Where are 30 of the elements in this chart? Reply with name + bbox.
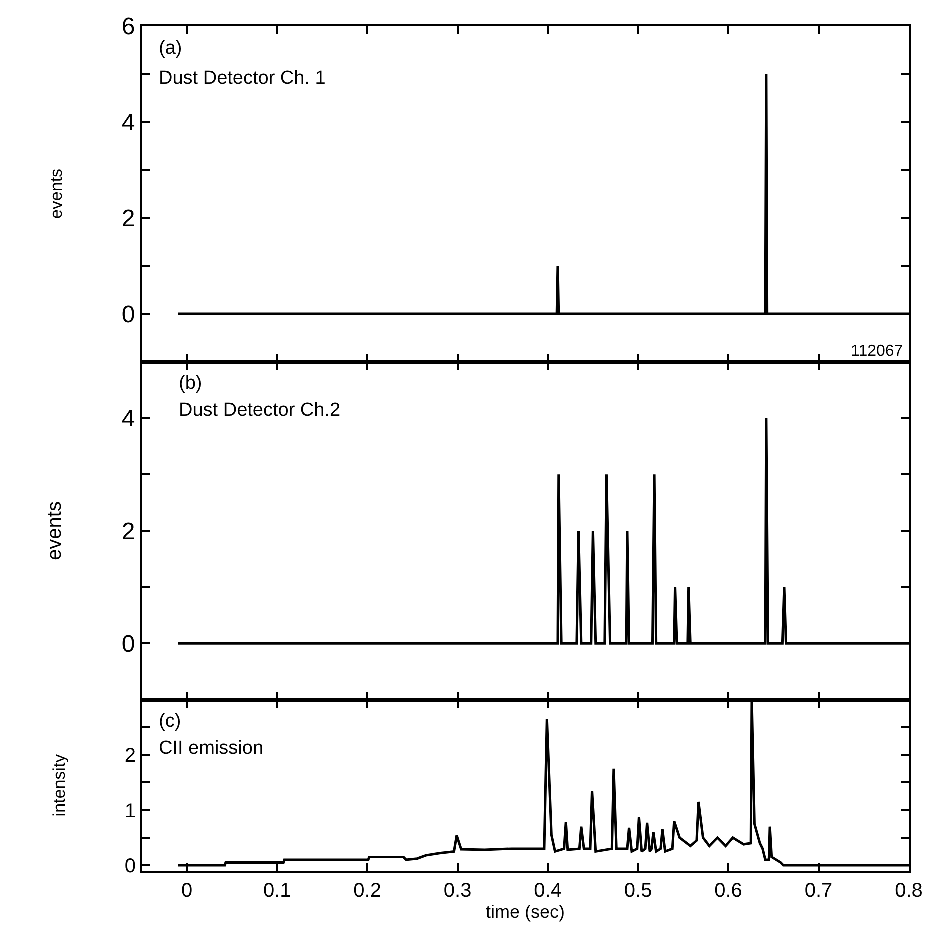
x-tick-label: 0.3 <box>444 880 472 902</box>
annotation: CII emission <box>159 738 264 759</box>
y-tick-label: 2 <box>122 518 136 546</box>
y-tick-label: 4 <box>122 109 136 136</box>
y-tick-label: 0 <box>124 855 136 878</box>
y-tick-label: 4 <box>122 406 136 433</box>
y-axis-title: events <box>46 168 66 220</box>
y-tick-label: 2 <box>122 205 136 232</box>
annotation: (c) <box>159 711 182 732</box>
x-tick-label: 0.2 <box>354 880 382 902</box>
y-tick-label: 1 <box>124 800 136 822</box>
x-tick-label: 0 <box>182 880 193 902</box>
x-tick-label: 0.8 <box>895 880 923 902</box>
y-tick-label: 0 <box>122 301 136 328</box>
annotation: Dust Detector Ch. 1 <box>159 68 326 89</box>
y-axis-title: intensity <box>50 754 69 817</box>
y-axis-title: events <box>44 502 66 560</box>
x-axis-title: time (sec) <box>486 902 566 922</box>
x-tick-label: 0.7 <box>804 880 833 902</box>
x-tick-label: 0.1 <box>263 880 292 902</box>
annotation: 112067 <box>851 343 904 360</box>
annotation: Dust Detector Ch.2 <box>179 400 341 421</box>
x-tick-label: 0.4 <box>534 880 562 902</box>
y-tick-label: 0 <box>122 631 136 658</box>
y-tick-label: 6 <box>122 13 136 40</box>
x-tick-label: 0.5 <box>624 880 652 902</box>
annotation: (a) <box>159 38 182 59</box>
x-tick-label: 0.6 <box>714 880 742 902</box>
annotation: (b) <box>179 373 202 394</box>
y-tick-label: 2 <box>124 745 136 768</box>
